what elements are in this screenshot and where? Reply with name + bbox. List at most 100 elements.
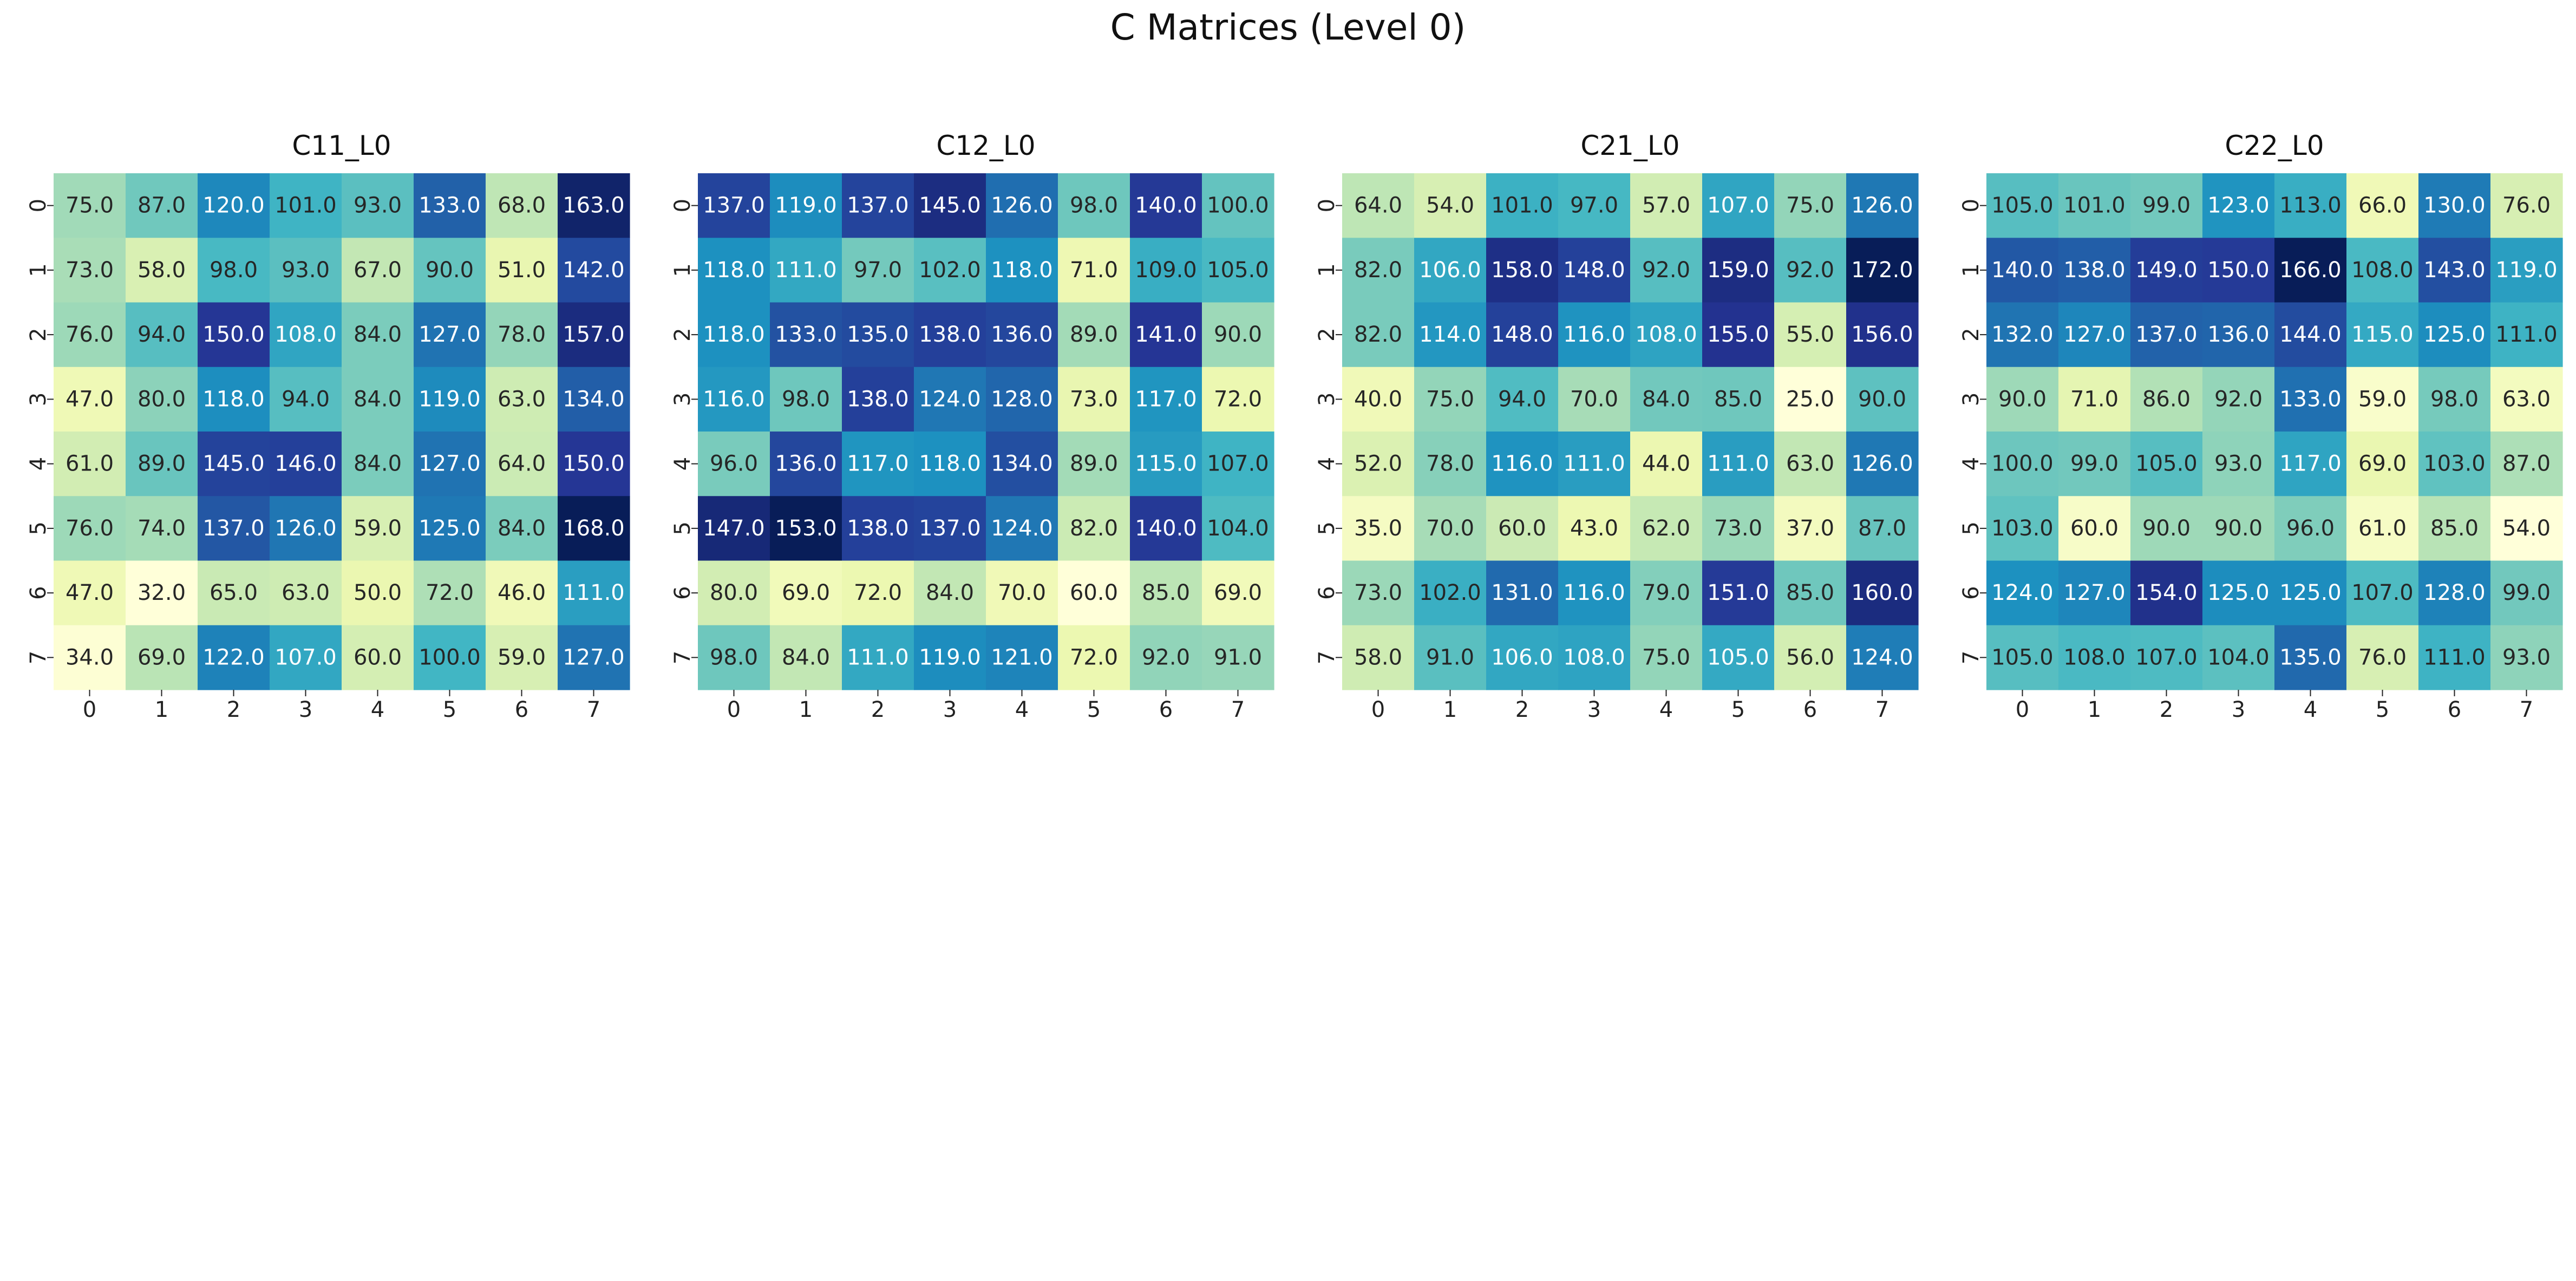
cell-value-label: 84.0 xyxy=(354,452,402,476)
heatmap-cell xyxy=(1774,173,1847,238)
heatmap-cell xyxy=(2490,302,2563,368)
heatmap-cell xyxy=(2058,367,2131,432)
cell-value-label: 157.0 xyxy=(563,322,625,347)
cell-value-label: 75.0 xyxy=(1426,387,1474,411)
heatmap-cell xyxy=(1630,238,1703,303)
cell-value-label: 111.0 xyxy=(1707,452,1769,476)
cell-value-label: 99.0 xyxy=(2142,193,2191,218)
y-tick-label: 6 xyxy=(26,586,51,599)
heatmap-cell xyxy=(1342,560,1415,626)
heatmap-cell xyxy=(1702,367,1775,432)
cell-value-label: 35.0 xyxy=(1354,516,1402,541)
cell-value-label: 84.0 xyxy=(498,516,546,541)
x-tick-label: 1 xyxy=(2088,697,2101,722)
heatmap-c11: 75.0 87.0 120.0 101.0 93.0 133.0 68.0 163.073.0… xyxy=(26,173,630,722)
x-tick-label: 3 xyxy=(299,697,312,722)
heatmap-cell xyxy=(1342,432,1415,496)
cell-value-label: 93.0 xyxy=(282,258,330,283)
cell-value-label: 51.0 xyxy=(498,258,546,283)
cell-value-label: 101.0 xyxy=(2063,193,2126,218)
heatmap-cell xyxy=(770,173,842,238)
cell-value-label: 144.0 xyxy=(2279,322,2342,347)
cell-value-label: 118.0 xyxy=(202,387,265,411)
heatmap-cell xyxy=(486,496,558,561)
cell-value-label: 168.0 xyxy=(563,516,625,541)
y-tick-label: 3 xyxy=(670,393,695,406)
heatmap-cell xyxy=(2418,302,2491,368)
cell-value-label: 126.0 xyxy=(274,516,337,541)
heatmap-cell xyxy=(1058,625,1130,690)
x-tick-label: 0 xyxy=(1371,697,1385,722)
cell-value-label: 86.0 xyxy=(2142,387,2191,411)
x-tick-label: 5 xyxy=(1731,697,1745,722)
heatmap-cell xyxy=(1630,173,1703,238)
heatmap-cell xyxy=(2202,560,2275,626)
cell-value-label: 148.0 xyxy=(1491,322,1553,347)
cell-value-label: 89.0 xyxy=(1070,452,1118,476)
cell-value-label: 132.0 xyxy=(1991,322,2054,347)
cell-value-label: 126.0 xyxy=(1851,193,1913,218)
heatmap-cell xyxy=(198,560,270,626)
cell-value-label: 100.0 xyxy=(1991,452,2054,476)
cell-value-label: 113.0 xyxy=(2279,193,2342,218)
cell-value-label: 40.0 xyxy=(1354,387,1402,411)
y-tick-label: 3 xyxy=(26,393,51,406)
cell-value-label: 96.0 xyxy=(710,452,758,476)
cell-value-label: 172.0 xyxy=(1851,258,1913,283)
heatmap-c22: 105.0 101.0 99.0 123.0 113.0 66.0 130.0 76.0140… xyxy=(1959,173,2563,722)
cell-value-label: 85.0 xyxy=(1786,580,1834,605)
heatmap-cell xyxy=(270,302,342,368)
heatmap-cell xyxy=(2490,560,2563,626)
cell-value-label: 68.0 xyxy=(498,193,546,218)
heatmap-cell xyxy=(2130,367,2203,432)
cell-value-label: 105.0 xyxy=(1991,193,2054,218)
cell-value-label: 118.0 xyxy=(991,258,1053,283)
heatmap-cell xyxy=(842,496,914,561)
cell-value-label: 138.0 xyxy=(919,322,981,347)
cell-value-label: 111.0 xyxy=(1563,452,1625,476)
cell-value-label: 106.0 xyxy=(1491,645,1553,670)
heatmap-cell xyxy=(770,496,842,561)
heatmap-cell xyxy=(1058,173,1130,238)
heatmap-cell xyxy=(2490,625,2563,690)
cell-value-label: 64.0 xyxy=(1354,193,1402,218)
y-tick-label: 0 xyxy=(1959,199,1984,212)
cell-value-label: 69.0 xyxy=(782,580,830,605)
heatmap-cell xyxy=(1846,432,1919,496)
heatmap-cell xyxy=(1342,173,1415,238)
cell-value-label: 52.0 xyxy=(1354,452,1402,476)
cell-value-label: 150.0 xyxy=(2207,258,2270,283)
cell-value-label: 133.0 xyxy=(419,193,481,218)
cell-value-label: 163.0 xyxy=(563,193,625,218)
heatmap-cell xyxy=(342,625,414,690)
heatmap-cell xyxy=(126,432,198,496)
cell-value-label: 150.0 xyxy=(202,322,265,347)
cell-value-label: 105.0 xyxy=(2135,452,2198,476)
cell-value-label: 61.0 xyxy=(66,452,114,476)
y-tick-label: 4 xyxy=(670,457,695,470)
heatmap-cell xyxy=(1774,432,1847,496)
heatmap-c21: 64.0 54.0 101.0 97.0 57.0 107.0 75.0 126.0 82.0 1… xyxy=(1315,173,1919,722)
cell-value-label: 143.0 xyxy=(2423,258,2486,283)
heatmap-cell xyxy=(342,238,414,303)
cell-value-label: 111.0 xyxy=(847,645,909,670)
cell-value-label: 85.0 xyxy=(2430,516,2479,541)
cell-value-label: 107.0 xyxy=(274,645,337,670)
cell-value-label: 82.0 xyxy=(1070,516,1118,541)
cell-value-label: 80.0 xyxy=(138,387,186,411)
cell-value-label: 73.0 xyxy=(1070,387,1118,411)
heatmap-cell xyxy=(2346,238,2419,303)
cell-value-label: 90.0 xyxy=(1214,322,1262,347)
y-tick-label: 2 xyxy=(26,328,51,341)
cell-value-label: 103.0 xyxy=(2423,452,2486,476)
cell-value-label: 107.0 xyxy=(2135,645,2198,670)
cell-value-label: 59.0 xyxy=(2358,387,2407,411)
cell-value-label: 76.0 xyxy=(66,322,114,347)
heatmap-cell xyxy=(1130,496,1202,561)
cell-value-label: 82.0 xyxy=(1354,322,1402,347)
heatmap-cell xyxy=(914,173,986,238)
cell-value-label: 118.0 xyxy=(919,452,981,476)
heatmap-cell xyxy=(2346,302,2419,368)
cell-value-label: 54.0 xyxy=(1426,193,1474,218)
